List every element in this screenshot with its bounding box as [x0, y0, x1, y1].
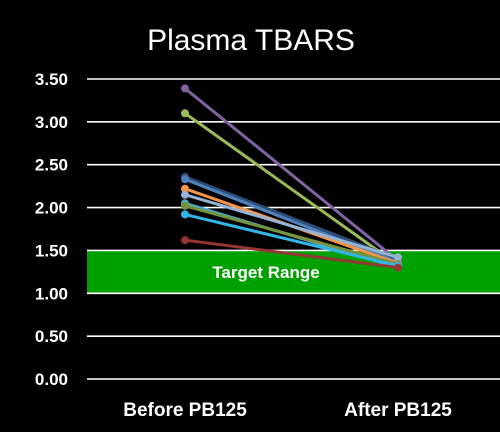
x-category-label: After PB125 — [344, 400, 452, 421]
x-axis-category-labels: Before PB125 After PB125 — [123, 400, 452, 421]
series-line — [183, 204, 400, 266]
y-tick-label: 1.50 — [35, 241, 68, 260]
y-tick-label: 0.00 — [35, 370, 68, 389]
target-range-band-layer: Target Range — [87, 250, 500, 294]
y-tick-label: 3.50 — [35, 70, 68, 89]
data-point — [181, 201, 189, 210]
series-line — [183, 86, 400, 263]
series-line — [183, 177, 400, 264]
series-line — [183, 111, 400, 267]
y-tick-label: 0.50 — [35, 327, 68, 346]
series-line — [183, 238, 400, 270]
data-point — [181, 109, 189, 118]
x-category-label: Before PB125 — [123, 400, 247, 421]
data-point — [181, 84, 189, 93]
data-point — [181, 175, 189, 184]
data-point — [394, 253, 402, 262]
series-6 — [181, 190, 402, 262]
y-axis-tick-labels: 0.00 0.50 1.00 1.50 2.00 2.50 3.00 3.50 — [35, 70, 68, 389]
y-tick-label: 2.50 — [35, 156, 68, 175]
chart-title: Plasma TBARS — [147, 24, 355, 57]
y-tick-label: 2.00 — [35, 199, 68, 218]
series-line — [183, 193, 400, 259]
data-point — [181, 190, 189, 199]
series-line — [183, 212, 400, 268]
y-tick-label: 1.00 — [35, 284, 68, 303]
series-10 — [181, 236, 402, 272]
target-range-band — [87, 250, 500, 294]
y-tick-label: 3.00 — [35, 113, 68, 132]
data-point — [394, 263, 402, 272]
series-lines — [181, 84, 402, 272]
gridlines — [87, 78, 500, 380]
series-line — [183, 175, 400, 261]
data-point — [181, 210, 189, 219]
target-range-label: Target Range — [212, 263, 319, 282]
data-point — [181, 236, 189, 245]
data-point — [181, 184, 189, 193]
